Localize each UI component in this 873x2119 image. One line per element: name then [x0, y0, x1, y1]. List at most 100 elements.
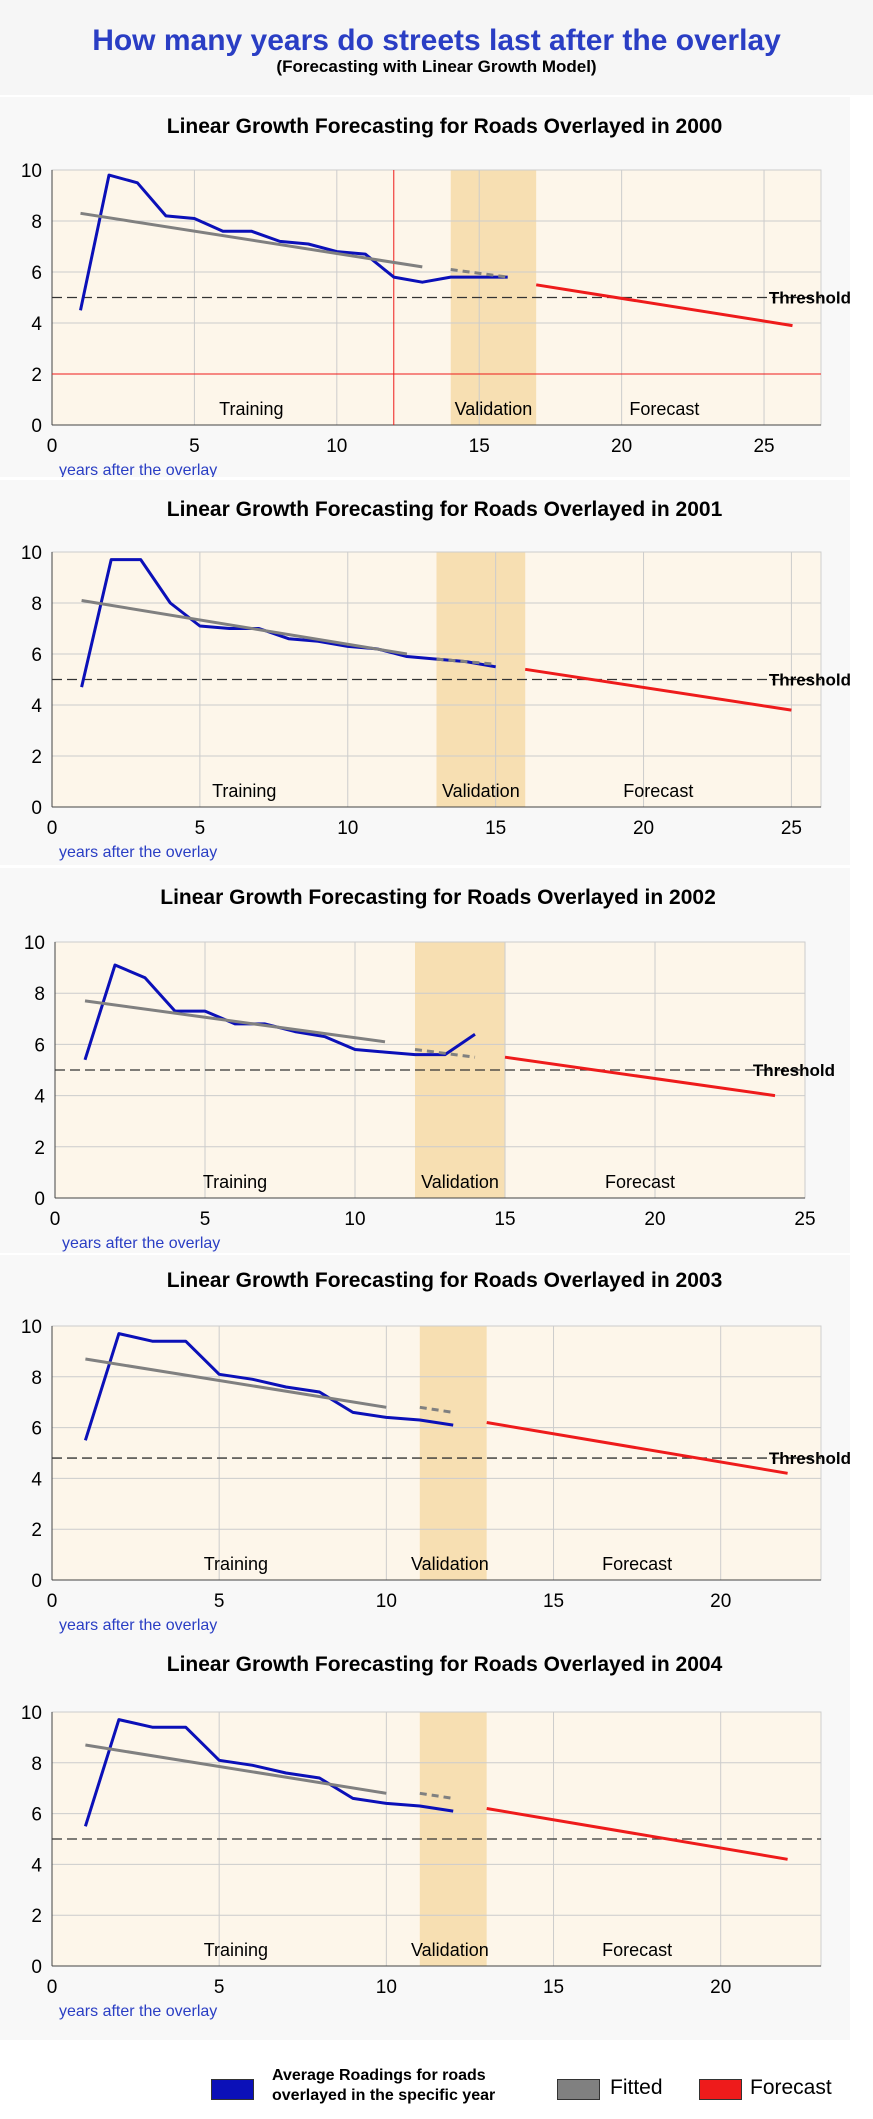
x-tick-label: 15: [494, 1209, 515, 1230]
y-tick-label: 6: [31, 1805, 42, 1826]
region-label: Training: [204, 1940, 268, 1960]
legend: Average Roadings for roads overlayed in …: [0, 2048, 873, 2119]
region-label: Forecast: [623, 781, 693, 801]
y-tick-label: 0: [31, 1571, 42, 1592]
series-fitted-line: [85, 1743, 387, 1795]
y-tick-label: 0: [31, 798, 42, 819]
x-tick-label: 10: [326, 436, 347, 457]
y-tick-label: 4: [34, 1087, 45, 1108]
y-tick-label: 2: [31, 1520, 42, 1541]
x-tick-label: 10: [376, 1591, 397, 1612]
y-tick-label: 8: [31, 1368, 42, 1389]
series-average-line: [83, 1718, 454, 1827]
x-tick-label: 25: [753, 436, 774, 457]
y-tick-label: 6: [31, 645, 42, 666]
series-forecast-line: [524, 667, 792, 712]
x-axis-label: years after the overlay: [59, 462, 217, 477]
series-fitted-dashed-line: [436, 657, 496, 666]
chart-svg-5: Linear Growth Forecasting for Roads Over…: [21, 1653, 822, 2020]
threshold-label: Threshold: [769, 671, 851, 690]
series-fitted-line: [81, 599, 408, 656]
x-axis-label: years after the overlay: [59, 2003, 217, 2020]
y-tick-label: 2: [34, 1138, 45, 1159]
y-tick-label: 0: [31, 416, 42, 437]
chart-svg-2: Linear Growth Forecasting for Roads Over…: [21, 498, 851, 861]
region-label: Forecast: [629, 399, 699, 419]
y-tick-label: 2: [31, 1906, 42, 1927]
series-forecast-line: [504, 1055, 776, 1098]
y-tick-label: 10: [21, 1703, 42, 1724]
series-average-line: [79, 173, 508, 311]
x-tick-label: 10: [337, 818, 358, 839]
chart-title: Linear Growth Forecasting for Roads Over…: [160, 886, 716, 909]
series-fitted-line: [80, 211, 423, 269]
y-tick-label: 8: [31, 1754, 42, 1775]
x-tick-label: 10: [376, 1977, 397, 1998]
series-forecast-line: [486, 1421, 788, 1475]
x-tick-label: 15: [469, 436, 490, 457]
x-tick-label: 5: [195, 818, 206, 839]
y-tick-label: 10: [21, 161, 42, 182]
x-tick-label: 5: [189, 436, 200, 457]
chart-panel-5: Linear Growth Forecasting for Roads Over…: [0, 1640, 850, 2040]
x-tick-label: 15: [543, 1977, 564, 1998]
y-tick-label: 10: [21, 1317, 42, 1338]
region-label: Validation: [411, 1940, 489, 1960]
threshold-label: Threshold: [753, 1061, 835, 1080]
legend-forecast-swatch: [699, 2079, 742, 2100]
x-axis-label: years after the overlay: [59, 844, 217, 861]
y-tick-label: 0: [34, 1189, 45, 1210]
x-tick-label: 20: [710, 1591, 731, 1612]
x-tick-label: 15: [485, 818, 506, 839]
legend-average-swatch: [211, 2079, 254, 2100]
x-tick-label: 5: [200, 1209, 211, 1230]
y-tick-label: 8: [31, 212, 42, 233]
series-fitted-dashed-line: [450, 268, 508, 279]
page-header: How many years do streets last after the…: [0, 0, 873, 95]
x-tick-label: 20: [633, 818, 654, 839]
x-tick-label: 10: [344, 1209, 365, 1230]
legend-forecast-label: Forecast: [750, 2076, 832, 2099]
chart-title: Linear Growth Forecasting for Roads Over…: [167, 1269, 723, 1292]
legend-average-label-line1: Average Roadings for roads: [272, 2067, 486, 2084]
x-tick-label: 0: [47, 818, 58, 839]
region-label: Training: [219, 399, 283, 419]
y-tick-label: 4: [31, 1855, 42, 1876]
chart-svg-1: Linear Growth Forecasting for Roads Over…: [21, 115, 851, 477]
y-tick-label: 0: [31, 1957, 42, 1978]
chart-panel-3: Linear Growth Forecasting for Roads Over…: [0, 868, 850, 1253]
x-tick-label: 0: [47, 436, 58, 457]
y-tick-label: 6: [31, 1419, 42, 1440]
series-forecast-line: [486, 1807, 788, 1861]
y-tick-label: 6: [34, 1035, 45, 1056]
region-label: Validation: [421, 1172, 499, 1192]
region-label: Validation: [455, 399, 533, 419]
x-tick-label: 15: [543, 1591, 564, 1612]
y-tick-label: 10: [21, 543, 42, 564]
x-axis-label: years after the overlay: [59, 1617, 217, 1634]
x-tick-label: 25: [794, 1209, 815, 1230]
region-label: Forecast: [605, 1172, 675, 1192]
region-label: Training: [204, 1554, 268, 1574]
region-label: Validation: [411, 1554, 489, 1574]
chart-title: Linear Growth Forecasting for Roads Over…: [167, 115, 723, 138]
chart-panel-2: Linear Growth Forecasting for Roads Over…: [0, 480, 851, 865]
x-tick-label: 5: [214, 1977, 225, 1998]
series-fitted-line: [85, 1357, 387, 1409]
legend-average-label: Average Roadings for roads overlayed in …: [272, 2066, 495, 2106]
x-tick-label: 20: [611, 436, 632, 457]
series-average-line: [80, 558, 496, 688]
region-label: Training: [203, 1172, 267, 1192]
chart-panel-1: Linear Growth Forecasting for Roads Over…: [0, 97, 851, 477]
y-tick-label: 4: [31, 696, 42, 717]
legend-fitted-label: Fitted: [610, 2076, 663, 2099]
y-tick-label: 10: [24, 933, 45, 954]
legend-fitted-swatch: [557, 2079, 600, 2100]
y-tick-label: 8: [34, 984, 45, 1005]
x-tick-label: 25: [781, 818, 802, 839]
threshold-label: Threshold: [769, 1449, 851, 1468]
series-fitted-dashed-line: [419, 1405, 454, 1414]
validation-band: [419, 1326, 487, 1580]
region-label: Forecast: [602, 1940, 672, 1960]
y-tick-label: 8: [31, 594, 42, 615]
